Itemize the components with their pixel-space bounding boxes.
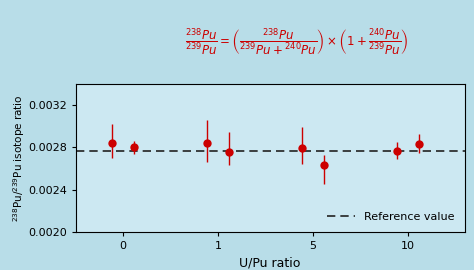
X-axis label: U/Pu ratio: U/Pu ratio	[239, 257, 301, 270]
Text: $\dfrac{^{238}Pu}{^{239}Pu} = \left(\dfrac{^{238}Pu}{^{239}Pu+^{240}Pu}\right) \: $\dfrac{^{238}Pu}{^{239}Pu} = \left(\dfr…	[185, 26, 408, 58]
Y-axis label: $^{238}$Pu/$^{239}$Pu isotope ratio: $^{238}$Pu/$^{239}$Pu isotope ratio	[11, 94, 27, 222]
Legend: Reference value: Reference value	[323, 208, 459, 227]
